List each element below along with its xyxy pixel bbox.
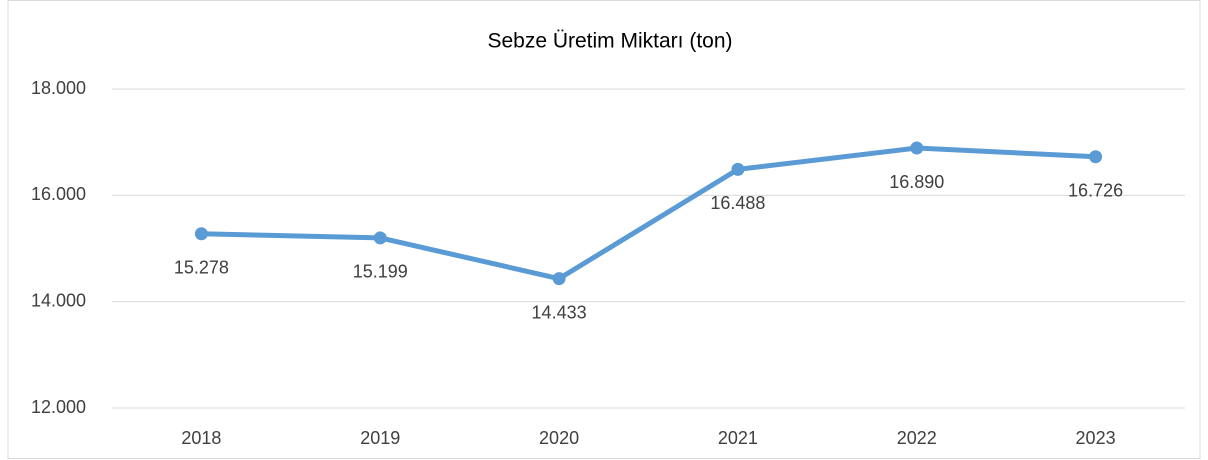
chart-border xyxy=(7,0,1201,459)
data-point xyxy=(194,227,208,241)
y-tick-label: 14.000 xyxy=(31,290,86,310)
y-tick-label: 18.000 xyxy=(31,78,86,98)
x-tick-label: 2019 xyxy=(360,428,400,448)
data-label: 16.488 xyxy=(710,193,765,213)
data-point xyxy=(731,162,745,176)
data-point xyxy=(1089,150,1103,164)
data-label: 15.199 xyxy=(353,262,408,282)
y-tick-label: 16.000 xyxy=(31,184,86,204)
data-label: 16.726 xyxy=(1068,180,1123,200)
y-tick-label: 12.000 xyxy=(31,397,86,417)
x-tick-label: 2023 xyxy=(1076,428,1116,448)
data-label: 14.433 xyxy=(532,302,587,322)
data-label: 15.278 xyxy=(174,257,229,277)
data-point xyxy=(373,231,387,245)
x-tick-label: 2021 xyxy=(718,428,758,448)
x-tick-label: 2020 xyxy=(539,428,579,448)
data-point xyxy=(910,141,924,155)
x-tick-label: 2022 xyxy=(897,428,937,448)
chart-title: Sebze Üretim Miktarı (ton) xyxy=(487,30,732,53)
data-line xyxy=(198,145,1099,282)
data-label: 16.890 xyxy=(889,172,944,192)
x-tick-label: 2018 xyxy=(181,428,221,448)
data-point xyxy=(552,272,566,286)
